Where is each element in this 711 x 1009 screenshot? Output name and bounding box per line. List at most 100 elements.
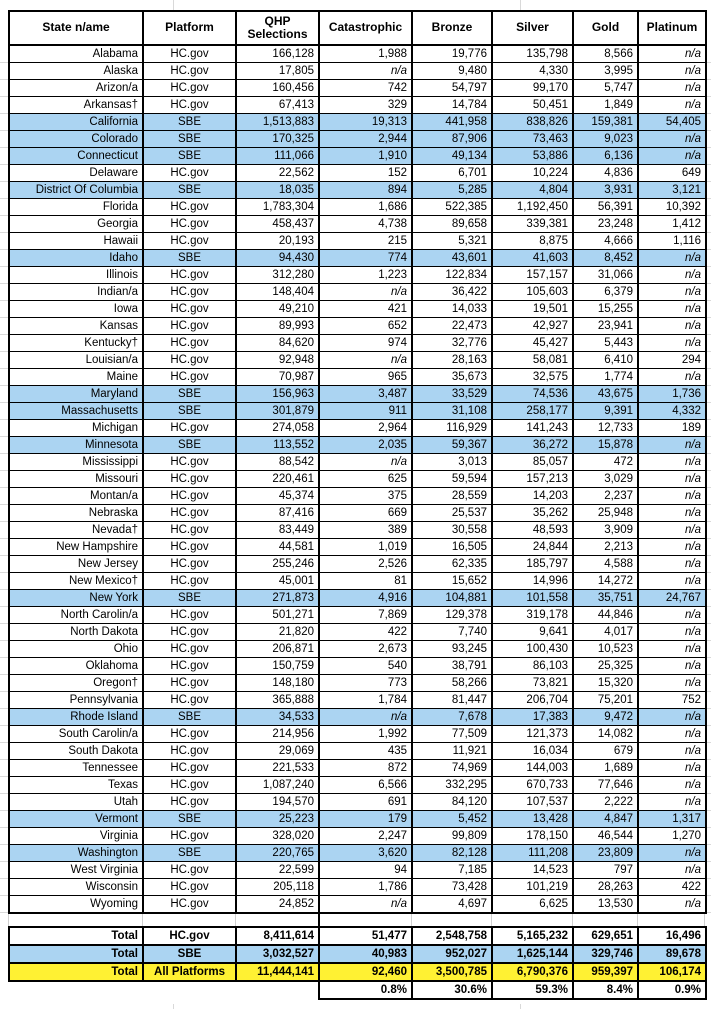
cell-gold: 56,391 <box>572 198 639 216</box>
cell-state: Kentucky† <box>8 334 144 352</box>
cell-silver: 5,165,232 <box>491 926 574 946</box>
cell-gold: 25,325 <box>572 657 639 675</box>
cell-state: Tennessee <box>8 759 144 777</box>
cell-platform: HC.gov <box>142 742 237 760</box>
cell-gold: 25,948 <box>572 504 639 522</box>
cell-state: Minnesota <box>8 436 144 454</box>
cell-platinum: n/a <box>637 62 707 80</box>
cell-qhp-selections: 328,020 <box>235 827 320 845</box>
cell-bronze: 25,537 <box>411 504 493 522</box>
cell-silver: 13,428 <box>491 810 574 828</box>
table-row: Wyoming HC.gov 24,852 n/a 4,697 6,625 13,530 n/… <box>8 895 707 914</box>
cell-bronze: 59,367 <box>411 436 493 454</box>
cell-catastrophic: 691 <box>318 793 413 811</box>
cell-state: Vermont <box>8 810 144 828</box>
cell-platform: HC.gov <box>142 827 237 845</box>
percent-platinum: 0.9% <box>637 982 707 1000</box>
cell-silver: 8,875 <box>491 232 574 250</box>
cell-catastrophic: 3,620 <box>318 844 413 862</box>
cell-platinum: 294 <box>637 351 707 369</box>
cell-platform: HC.gov <box>142 44 237 63</box>
cell-gold: 797 <box>572 861 639 879</box>
cell-catastrophic: 625 <box>318 470 413 488</box>
cell-state: Ohio <box>8 640 144 658</box>
cell-catastrophic: 2,526 <box>318 555 413 573</box>
cell-platform: SBE <box>142 130 237 148</box>
cell-platinum: n/a <box>637 674 707 692</box>
cell-state: Illinois <box>8 266 144 284</box>
cell-state: New York <box>8 589 144 607</box>
cell-state: Oregon† <box>8 674 144 692</box>
table-row: Ohio HC.gov 206,871 2,673 93,245 100,430 10,52… <box>8 640 707 658</box>
table-row: Vermont SBE 25,223 179 5,452 13,428 4,847 1,317 <box>8 810 707 828</box>
cell-state: Nevada† <box>8 521 144 539</box>
percent-row: 0.8% 30.6% 59.3% 8.4% 0.9% <box>318 982 707 1000</box>
cell-platinum: n/a <box>637 266 707 284</box>
cell-platform: HC.gov <box>142 351 237 369</box>
total-row: Total All Platforms 11,444,141 92,460 3,500,… <box>8 962 707 982</box>
cell-platinum: n/a <box>637 130 707 148</box>
cell-platform: SBE <box>142 844 237 862</box>
cell-platform: HC.gov <box>142 317 237 335</box>
cell-gold: 10,523 <box>572 640 639 658</box>
cell-bronze: 49,134 <box>411 147 493 165</box>
cell-gold: 1,689 <box>572 759 639 777</box>
cell-bronze: 62,335 <box>411 555 493 573</box>
cell-platinum: n/a <box>637 79 707 97</box>
cell-gold: 5,443 <box>572 334 639 352</box>
cell-bronze: 104,881 <box>411 589 493 607</box>
cell-bronze: 33,529 <box>411 385 493 403</box>
cell-state: Washington <box>8 844 144 862</box>
cell-silver: 111,208 <box>491 844 574 862</box>
gap-row <box>8 914 707 926</box>
cell-bronze: 332,295 <box>411 776 493 794</box>
cell-platinum: n/a <box>637 742 707 760</box>
cell-state: Wisconsin <box>8 878 144 896</box>
cell-bronze: 58,266 <box>411 674 493 692</box>
cell-state: New Hampshire <box>8 538 144 556</box>
cell-gold: 4,588 <box>572 555 639 573</box>
cell-silver: 85,057 <box>491 453 574 471</box>
cell-bronze: 3,500,785 <box>411 962 493 982</box>
cell-silver: 24,844 <box>491 538 574 556</box>
table-row: Washington SBE 220,765 3,620 82,128 111,208 23… <box>8 844 707 862</box>
cell-platform: HC.gov <box>142 776 237 794</box>
cell-platform: HC.gov <box>142 878 237 896</box>
cell-silver: 73,821 <box>491 674 574 692</box>
cell-qhp-selections: 205,118 <box>235 878 320 896</box>
cell-catastrophic: 389 <box>318 521 413 539</box>
cell-bronze: 522,385 <box>411 198 493 216</box>
cell-platform: HC.gov <box>142 504 237 522</box>
cell-platform: SBE <box>142 810 237 828</box>
cell-state: Hawaii <box>8 232 144 250</box>
cell-qhp-selections: 11,444,141 <box>235 962 320 982</box>
table-row: Hawaii HC.gov 20,193 215 5,321 8,875 4,666 1,11… <box>8 232 707 250</box>
cell-platform: HC.gov <box>142 895 237 914</box>
cell-platinum: 1,270 <box>637 827 707 845</box>
table-row: Alabama HC.gov 166,128 1,988 19,776 135,798 8,… <box>8 44 707 63</box>
cell-catastrophic: 911 <box>318 402 413 420</box>
cell-platform: HC.gov <box>142 657 237 675</box>
cell-qhp-selections: 21,820 <box>235 623 320 641</box>
cell-bronze: 16,505 <box>411 538 493 556</box>
cell-catastrophic: 6,566 <box>318 776 413 794</box>
cell-gold: 1,849 <box>572 96 639 114</box>
cell-gold: 23,248 <box>572 215 639 233</box>
cell-catastrophic: 1,784 <box>318 691 413 709</box>
cell-platform: HC.gov <box>142 470 237 488</box>
cell-qhp-selections: 148,404 <box>235 283 320 301</box>
cell-qhp-selections: 312,280 <box>235 266 320 284</box>
cell-silver: 157,213 <box>491 470 574 488</box>
cell-platform: HC.gov <box>142 198 237 216</box>
table-row: Rhode Island SBE 34,533 n/a 7,678 17,383 9,472… <box>8 708 707 726</box>
table-row: Arkansas† HC.gov 67,413 329 14,784 50,451 1,84… <box>8 96 707 114</box>
cell-bronze: 32,776 <box>411 334 493 352</box>
table-row: Oregon† HC.gov 148,180 773 58,266 73,821 15,32… <box>8 674 707 692</box>
cell-silver: 58,081 <box>491 351 574 369</box>
cell-catastrophic: 19,313 <box>318 113 413 131</box>
cell-gold: 159,381 <box>572 113 639 131</box>
cell-catastrophic: 2,035 <box>318 436 413 454</box>
table-row: Delaware HC.gov 22,562 152 6,701 10,224 4,836 6… <box>8 164 707 182</box>
cell-gold: 43,675 <box>572 385 639 403</box>
table-row: Virginia HC.gov 328,020 2,247 99,809 178,150 4… <box>8 827 707 845</box>
